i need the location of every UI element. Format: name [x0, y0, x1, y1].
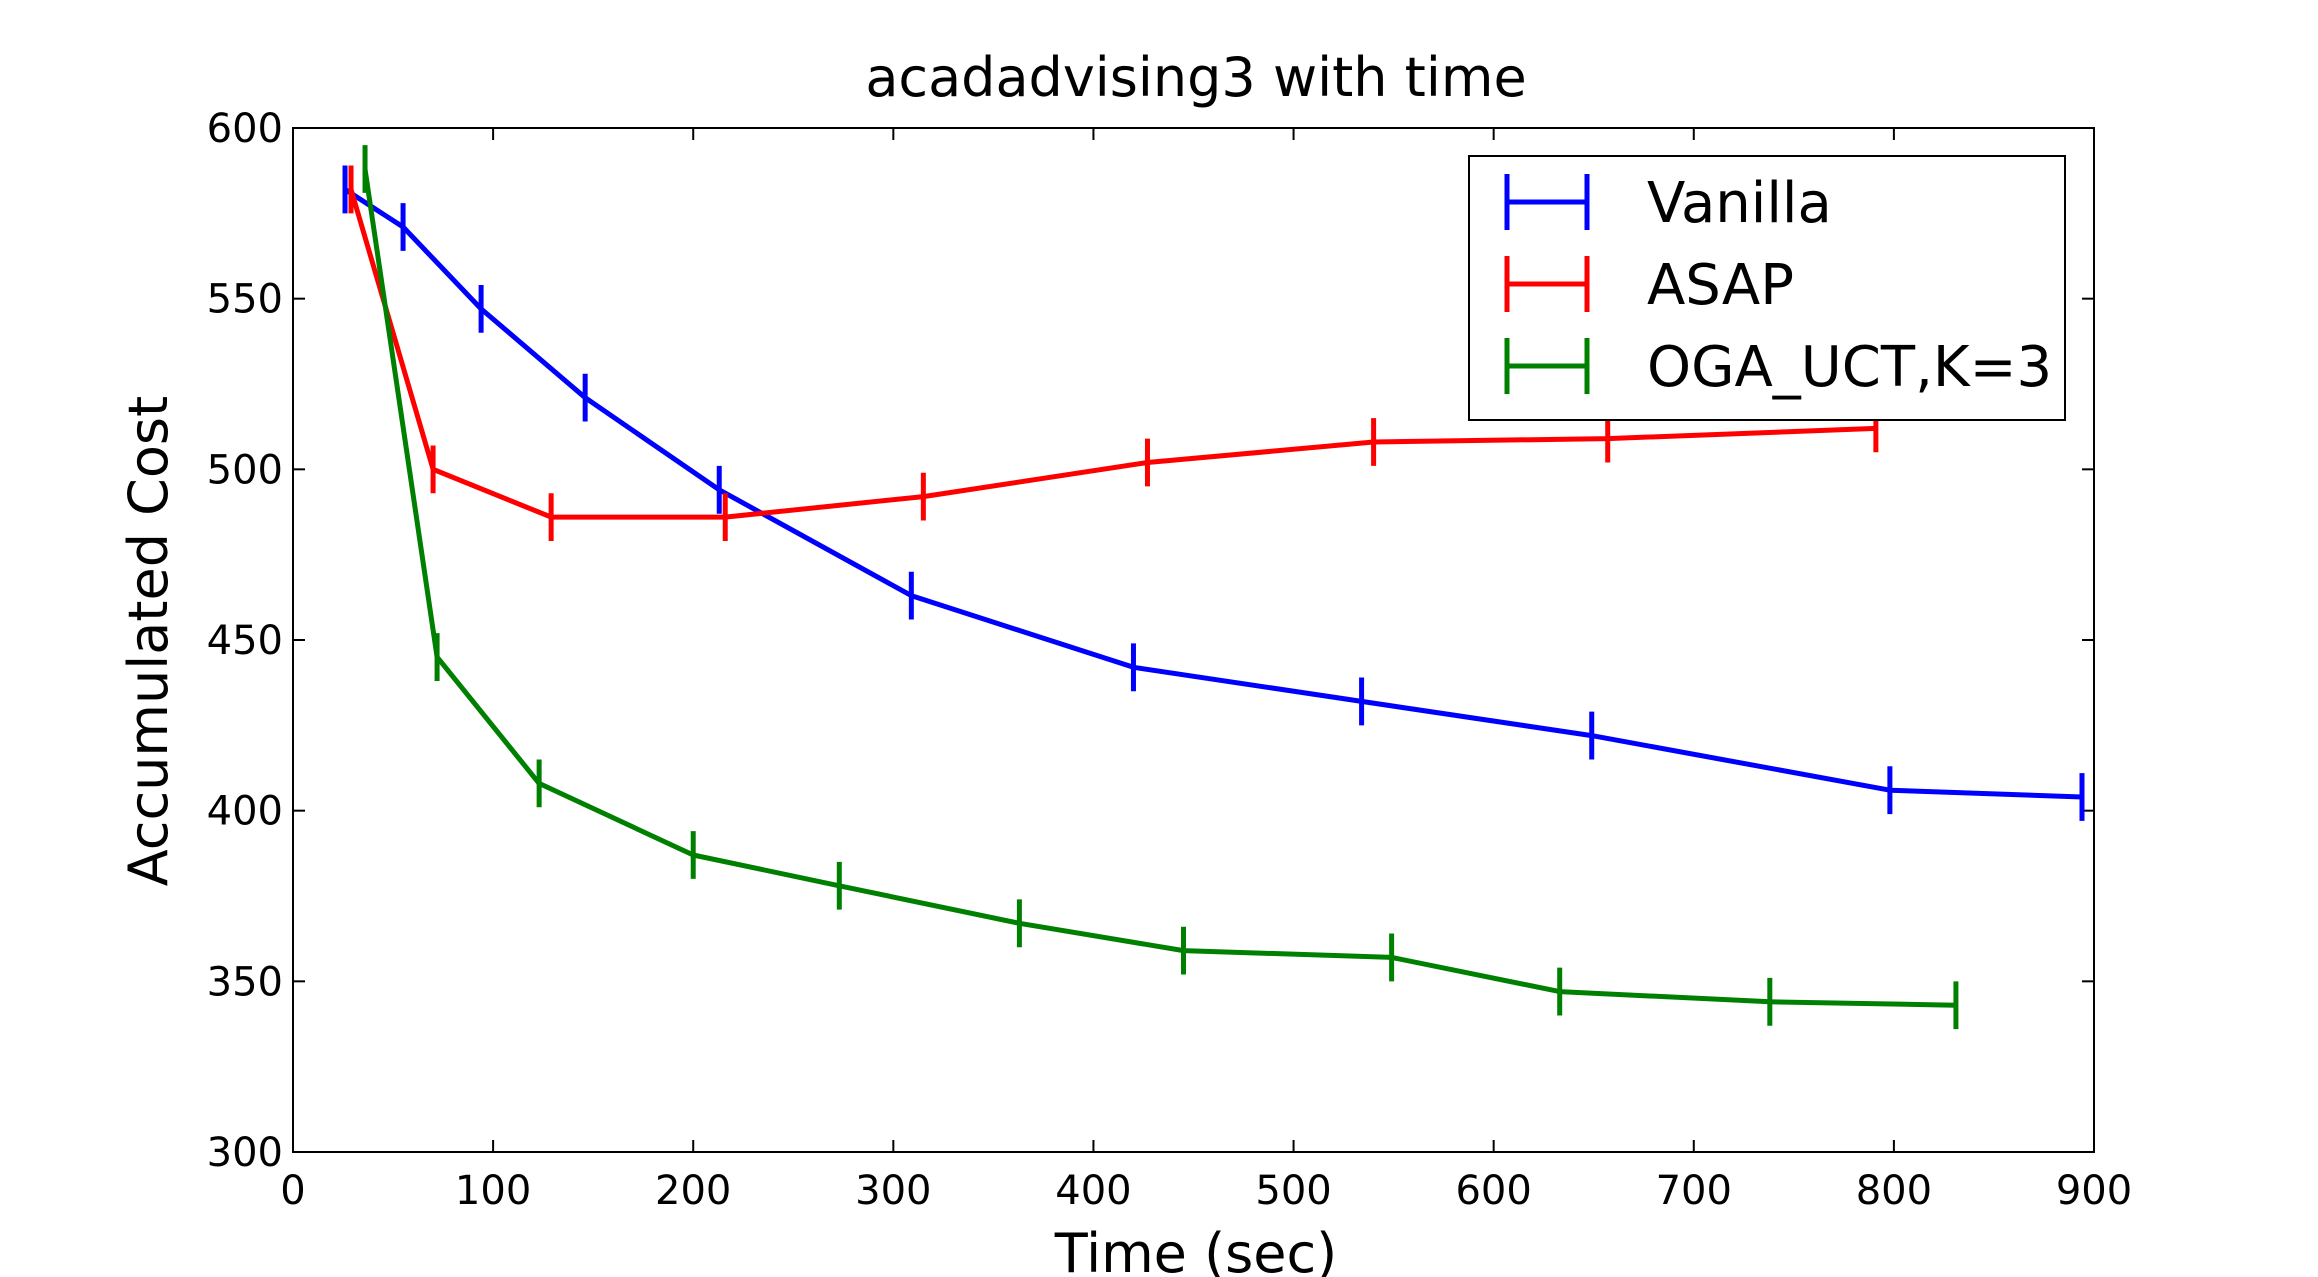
x-tick-label: 300 [855, 1168, 931, 1214]
x-tick-label: 400 [1055, 1168, 1131, 1214]
legend: Vanilla ASAP OGA_UCT,K=3 [1468, 155, 2066, 421]
y-tick-label: 550 [207, 277, 283, 323]
x-tick-label: 800 [1856, 1168, 1932, 1214]
legend-label: OGA_UCT,K=3 [1647, 335, 2052, 400]
y-tick-label: 600 [207, 106, 283, 152]
series-vanilla [342, 165, 2085, 821]
y-tick-label: 500 [207, 447, 283, 493]
series-asap [348, 165, 1879, 542]
x-tick-label: 200 [655, 1168, 731, 1214]
y-tick-label: 350 [207, 959, 283, 1005]
plot-series [342, 145, 2085, 1030]
y-tick-label: 400 [207, 789, 283, 835]
legend-label: Vanilla [1647, 171, 1832, 236]
chart-title: acadadvising3 with time [865, 46, 1526, 109]
series-oga-uct-k-3 [362, 145, 1959, 1030]
y-tick-label: 450 [207, 618, 283, 664]
x-tick-label: 900 [2056, 1168, 2132, 1214]
x-tick-label: 0 [280, 1168, 305, 1214]
legend-item: ASAP [1504, 253, 1794, 318]
plot-area-frame [292, 127, 2095, 1153]
x-tick-label: 100 [455, 1168, 531, 1214]
legend-item: OGA_UCT,K=3 [1504, 335, 2052, 400]
x-tick-label: 700 [1656, 1168, 1732, 1214]
y-tick-label: 300 [207, 1130, 283, 1176]
legend-label: ASAP [1647, 253, 1794, 318]
x-axis-label: Time (sec) [1054, 1222, 1338, 1277]
y-axis-label: Accumulated Cost [117, 396, 180, 886]
x-tick-label: 600 [1455, 1168, 1531, 1214]
legend-item: Vanilla [1504, 171, 1832, 236]
x-tick-label: 500 [1255, 1168, 1331, 1214]
axis-ticks: 0 100 200 300 400 500 600 700 800 900 300 350 400 450… [207, 106, 2133, 1214]
